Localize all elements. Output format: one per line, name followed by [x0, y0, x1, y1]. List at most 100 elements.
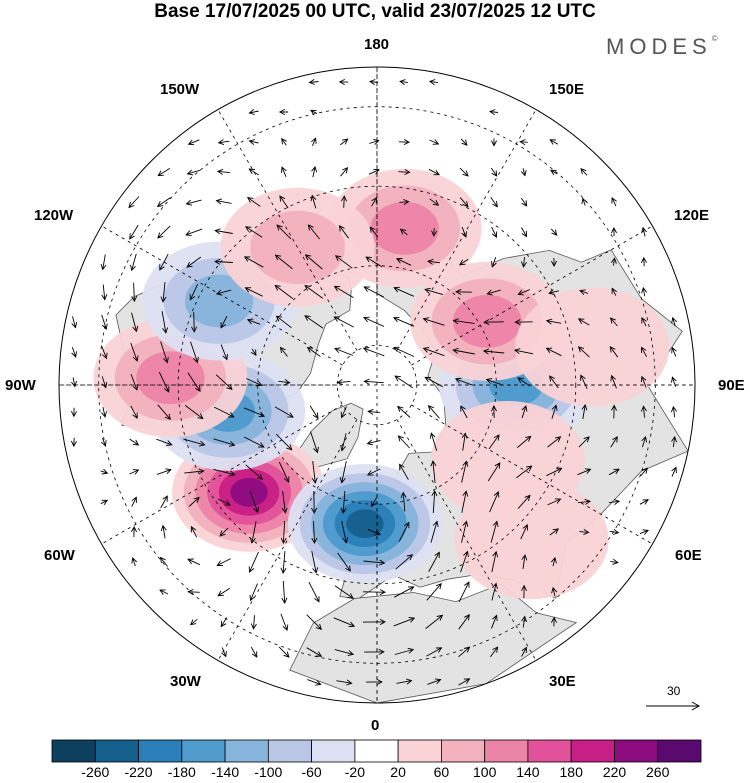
wind-arrow [424, 287, 444, 296]
wind-arrow [310, 194, 317, 209]
wind-arrow [489, 109, 499, 116]
wind-arrow [309, 405, 319, 420]
wind-arrow [609, 528, 620, 535]
wind-arrow [394, 586, 415, 598]
modes-logo: MODES© [606, 34, 718, 59]
wind-arrow [243, 407, 266, 418]
wind-arrow [491, 226, 498, 238]
wind-arrow [577, 468, 592, 476]
wind-arrow [581, 404, 588, 420]
meridian-line [396, 109, 537, 351]
colorbar-tick-label: 180 [559, 764, 583, 780]
wind-arrow [336, 379, 351, 386]
wind-arrow [490, 167, 498, 177]
wind-arrow [156, 197, 171, 207]
wind-arrow [393, 286, 414, 297]
wind-arrow [399, 198, 410, 205]
colorbar-tick-label: -100 [254, 764, 283, 780]
map-border [58, 66, 696, 704]
wind-arrow [219, 527, 229, 537]
wind-arrow [311, 520, 318, 544]
wind-arrow [71, 346, 77, 358]
wind-arrow [362, 347, 385, 357]
wind-arrow [610, 257, 617, 266]
wind-arrow [609, 346, 619, 358]
wind-arrow [159, 253, 169, 271]
wind-arrow [131, 557, 138, 567]
wind-arrow [517, 494, 531, 509]
wind-arrow [250, 348, 257, 357]
wind-arrow [157, 168, 171, 177]
wind-arrow [340, 433, 347, 452]
wind-arrow [131, 282, 138, 303]
wind-arrow [458, 581, 470, 603]
wind-arrow [461, 460, 469, 483]
wind-arrow [190, 341, 199, 364]
wind-arrow [311, 551, 319, 574]
colorbar-tick-label: -60 [301, 764, 322, 780]
wind-arrow [248, 551, 259, 573]
wind-arrow [249, 491, 259, 514]
anomaly-10 [454, 480, 609, 600]
wind-arrow [397, 435, 410, 449]
wind-arrow [278, 379, 291, 386]
wind-arrow [639, 499, 649, 505]
wind-arrow [371, 196, 377, 207]
wind-arrow [460, 550, 469, 573]
wind-arrow [101, 284, 108, 301]
anomaly-level [370, 202, 439, 255]
wind-arrow [337, 552, 351, 572]
wind-arrow [100, 499, 109, 506]
wind-arrow [217, 498, 231, 506]
meridian-line [217, 109, 358, 351]
wind-arrow [367, 528, 381, 536]
anomaly-level [454, 480, 609, 600]
reference-vector-arrow [646, 701, 701, 711]
wind-arrow [160, 282, 167, 303]
wind-arrow [490, 646, 499, 658]
wind-arrow [281, 491, 288, 514]
wind-arrow [487, 462, 501, 482]
colorbar-box [354, 739, 399, 763]
wind-arrow [490, 405, 497, 418]
wind-arrow [428, 551, 440, 572]
map-title: Base 17/07/2025 00 UTC, valid 23/07/2025… [154, 1, 596, 22]
wind-arrow [521, 646, 527, 657]
wind-arrow [369, 139, 380, 145]
wind-arrow [427, 404, 440, 419]
wind-arrow [610, 227, 617, 237]
wind-arrow [274, 254, 293, 270]
wind-arrow [130, 405, 138, 419]
wind-arrow [334, 255, 353, 269]
wind-arrow [307, 679, 322, 686]
wind-arrow [340, 167, 349, 177]
colorbar-tick-label: -220 [124, 764, 153, 780]
wind-arrow [549, 139, 559, 145]
wind-arrow [248, 139, 259, 145]
meridian-line [411, 404, 653, 545]
wind-arrow [580, 167, 588, 176]
wind-arrow [548, 289, 560, 295]
wind-arrow [486, 289, 501, 296]
wind-arrow [249, 583, 258, 602]
wind-arrow [191, 312, 198, 333]
wind-arrow [392, 316, 415, 327]
lon-label-90w: 90W [5, 377, 36, 394]
wind-arrow [214, 228, 233, 235]
wind-vectors [70, 78, 678, 686]
wind-arrow [186, 169, 201, 176]
wind-arrow [369, 79, 379, 86]
wind-arrow [551, 404, 558, 419]
colorbar-tick-label: -140 [211, 764, 240, 780]
wind-arrow [426, 582, 442, 601]
wind-arrow [278, 461, 290, 483]
wind-arrow [131, 526, 138, 538]
meridian-line [396, 419, 537, 661]
colorbar-box [614, 739, 659, 763]
wind-arrow [429, 198, 440, 206]
wind-arrow [521, 405, 528, 419]
wind-arrow [220, 315, 228, 329]
wind-arrow [129, 224, 139, 240]
wind-arrow [490, 520, 499, 543]
